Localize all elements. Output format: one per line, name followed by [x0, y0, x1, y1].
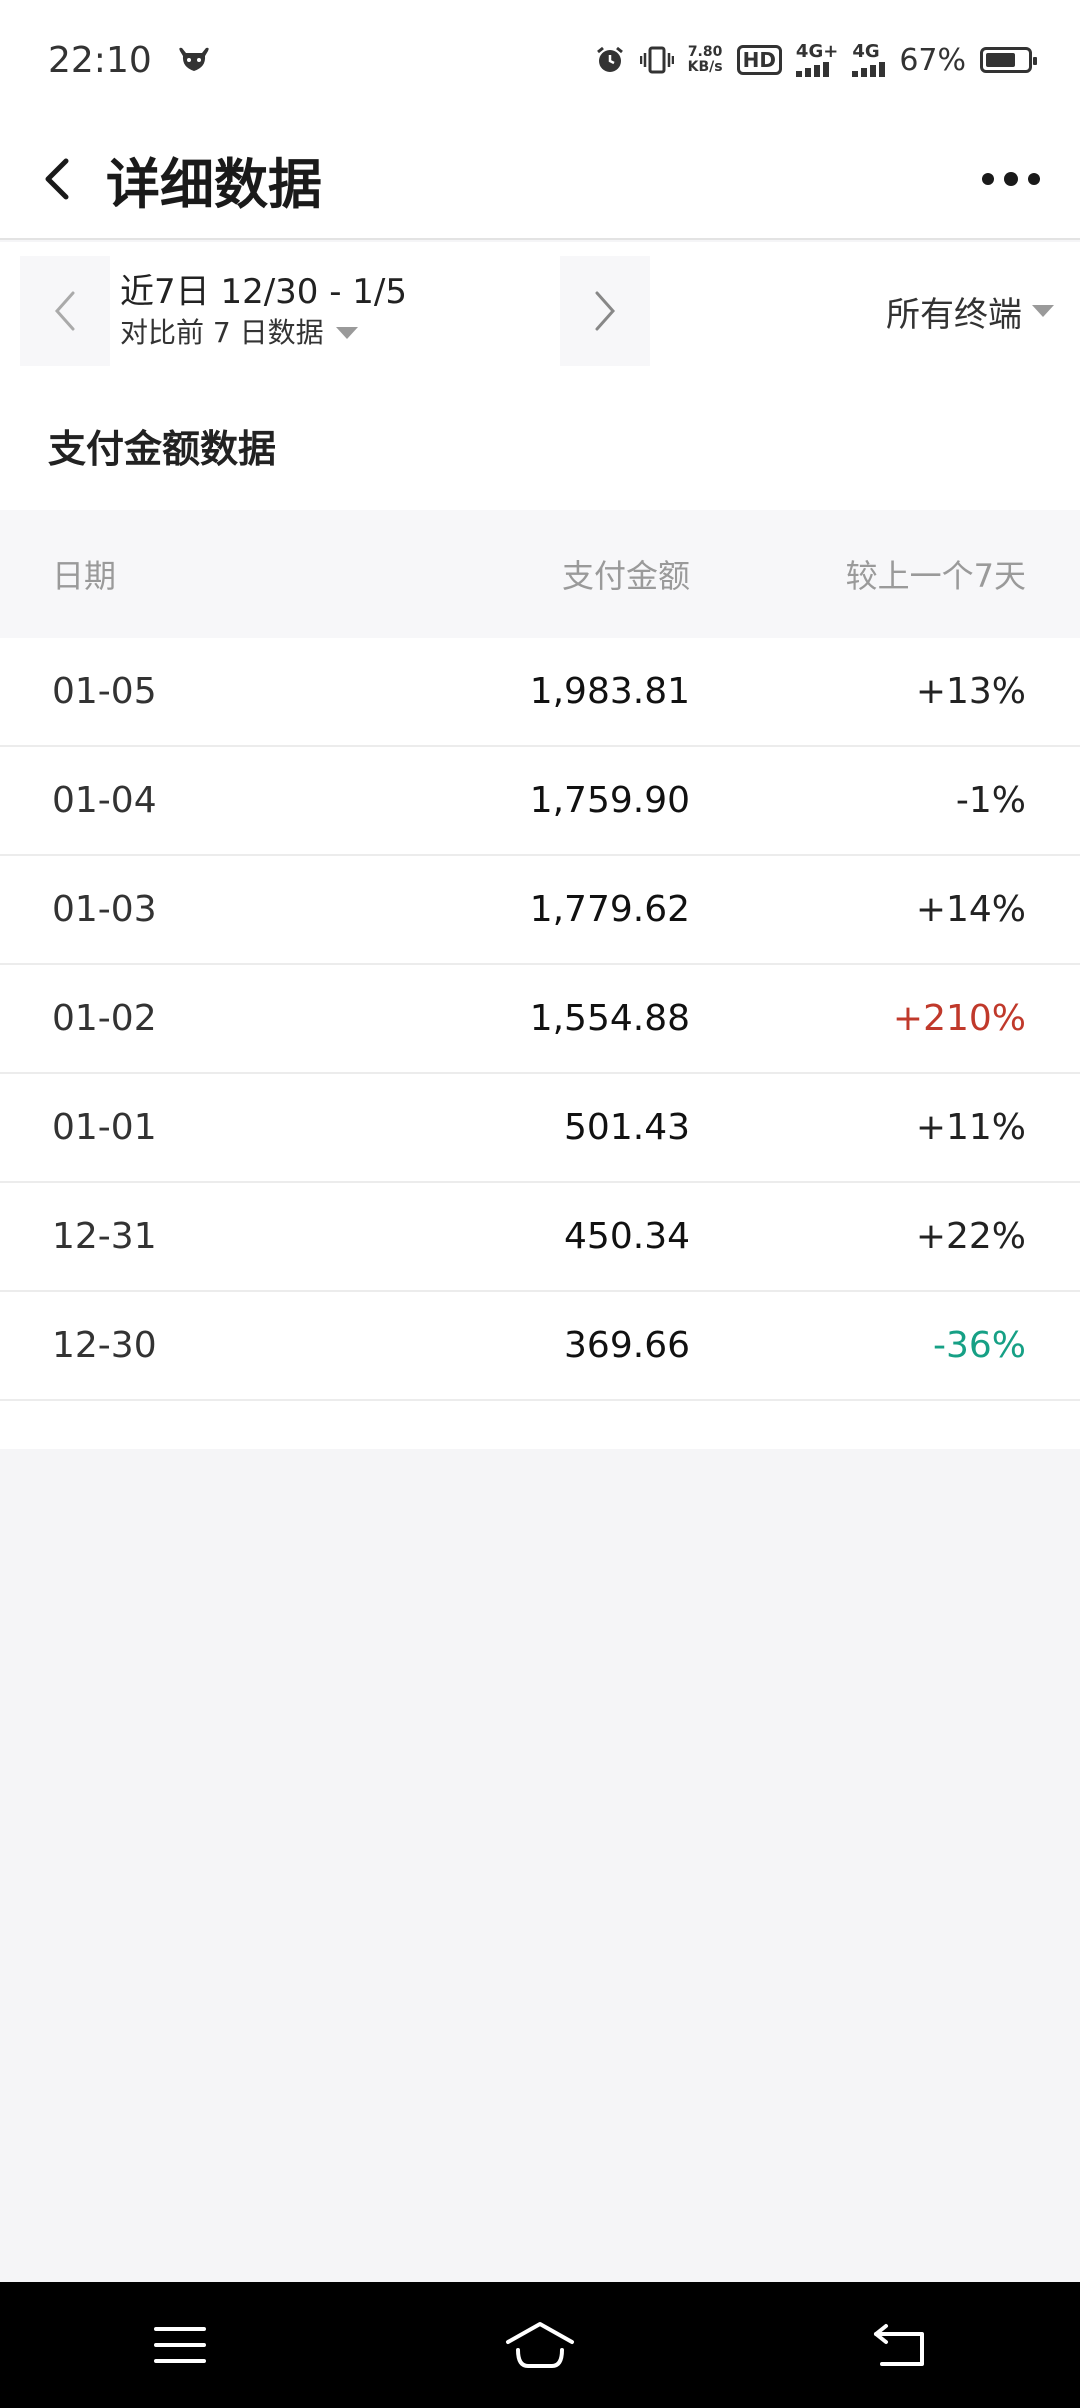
row-date: 12-30 — [52, 1325, 157, 1366]
signal-group-2: 4G — [852, 41, 886, 77]
compare-label: 对比前 7 日数据 — [120, 316, 324, 349]
date-range-block: 近7日 12/30 - 1/5 对比前 7 日数据 — [120, 270, 560, 352]
system-nav-bar — [0, 2282, 1080, 2408]
home-icon — [506, 2322, 574, 2368]
signal-icon-2 — [852, 61, 886, 77]
row-change-highlight-down: -36% — [932, 1325, 1026, 1366]
compare-dropdown[interactable]: 对比前 7 日数据 — [120, 314, 560, 352]
network-type-2: 4G — [852, 41, 880, 62]
home-button[interactable] — [485, 2300, 595, 2390]
prev-period-button[interactable] — [20, 256, 110, 366]
menu-button[interactable] — [125, 2300, 235, 2390]
more-button[interactable] — [982, 149, 1040, 209]
terminal-label: 所有终端 — [886, 294, 1022, 335]
chevron-right-icon — [595, 291, 616, 331]
battery-icon — [980, 47, 1037, 73]
row-change-highlight-up: +210% — [892, 998, 1026, 1039]
status-bar: 22:10 7.80 KB/s HD 4G+ 4G — [0, 0, 1080, 120]
row-date: 01-03 — [52, 889, 157, 930]
column-header-amount: 支付金额 — [561, 557, 690, 595]
date-range-label: 近7日 12/30 - 1/5 — [120, 272, 408, 312]
row-amount: 501.43 — [564, 1107, 690, 1148]
table-row: 01-04 1,759.90 -1% — [0, 747, 1080, 856]
row-amount: 1,779.62 — [529, 889, 690, 930]
row-change: -1% — [955, 780, 1026, 821]
alarm-icon — [596, 46, 623, 72]
page-title: 详细数据 — [106, 152, 322, 216]
net-speed-value: 7.80 — [687, 44, 723, 60]
column-header-change: 较上一个7天 — [845, 557, 1026, 595]
signal-icon — [795, 61, 829, 77]
table-row: 01-05 1,983.81 +13% — [0, 638, 1080, 747]
net-speed-unit: KB/s — [687, 59, 723, 75]
section-header: 支付金额数据 — [0, 380, 1080, 510]
row-date: 01-04 — [52, 780, 157, 821]
caret-down-icon — [335, 327, 358, 339]
table-row: 12-31 450.34 +22% — [0, 1183, 1080, 1292]
row-amount: 1,983.81 — [529, 671, 690, 712]
row-amount: 450.34 — [564, 1216, 690, 1257]
vibrate-icon — [639, 46, 674, 74]
table-row: 01-02 1,554.88 +210% — [0, 965, 1080, 1074]
net-speed: 7.80 KB/s — [688, 45, 723, 75]
row-change: +11% — [915, 1107, 1026, 1148]
status-icons: 7.80 KB/s HD 4G+ 4G 67% — [594, 41, 1037, 78]
payment-table: 日期 支付金额 较上一个7天 01-05 1,983.81 +13% 01-04… — [0, 510, 1080, 1449]
status-time: 22:10 — [48, 39, 152, 81]
row-date: 01-05 — [52, 671, 157, 712]
row-date: 01-01 — [52, 1107, 157, 1148]
table-header: 日期 支付金额 较上一个7天 — [0, 510, 1080, 638]
hd-icon: HD — [736, 45, 782, 75]
back-nav-button[interactable] — [845, 2300, 955, 2390]
back-button[interactable] — [12, 119, 102, 239]
date-filter-bar: 近7日 12/30 - 1/5 对比前 7 日数据 所有终端 — [0, 242, 1080, 380]
terminal-dropdown[interactable]: 所有终端 — [886, 287, 1054, 336]
row-date: 12-31 — [52, 1216, 157, 1257]
next-period-button[interactable] — [560, 256, 650, 366]
chevron-left-icon — [54, 291, 75, 331]
row-date: 01-02 — [52, 998, 157, 1039]
row-change: +14% — [915, 889, 1026, 930]
table-footer-space — [0, 1401, 1080, 1449]
bull-icon — [179, 47, 209, 71]
chevron-left-icon — [45, 158, 69, 200]
row-amount: 1,554.88 — [529, 998, 690, 1039]
more-dots-icon — [982, 173, 994, 185]
row-amount: 369.66 — [564, 1325, 690, 1366]
caret-down-icon — [1032, 305, 1054, 317]
row-amount: 1,759.90 — [529, 780, 690, 821]
signal-group-1: 4G+ — [795, 41, 839, 77]
table-row: 01-01 501.43 +11% — [0, 1074, 1080, 1183]
network-type-1: 4G+ — [795, 41, 839, 62]
battery-percent: 67% — [899, 42, 966, 78]
table-row: 12-30 369.66 -36% — [0, 1292, 1080, 1401]
column-header-date: 日期 — [52, 557, 117, 595]
app-header: 详细数据 — [0, 120, 1080, 240]
row-change: +22% — [915, 1216, 1026, 1257]
section-title: 支付金额数据 — [48, 426, 277, 471]
back-icon — [874, 2324, 924, 2366]
row-change: +13% — [915, 671, 1026, 712]
table-row: 01-03 1,779.62 +14% — [0, 856, 1080, 965]
menu-icon — [154, 2327, 206, 2363]
